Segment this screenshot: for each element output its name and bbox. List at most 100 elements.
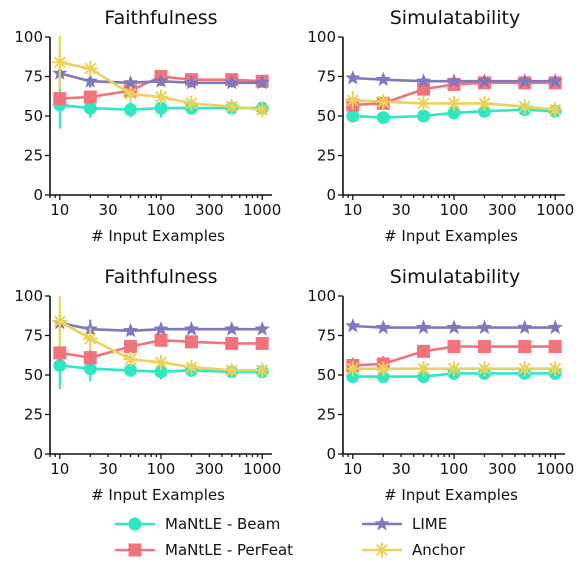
data-point (416, 361, 432, 377)
data-point (183, 321, 200, 336)
data-point (183, 95, 199, 111)
data-point (255, 336, 269, 350)
data-point (346, 109, 360, 123)
data-point (517, 99, 533, 115)
data-point (446, 361, 462, 377)
data-point (154, 333, 168, 347)
y-tick-label: 0 (326, 186, 336, 204)
data-point (375, 71, 391, 87)
legend-entry: MaNtLE - PerFeat (115, 541, 293, 559)
data-point (183, 359, 199, 375)
x-tick-label: 1000 (243, 460, 281, 478)
data-point (476, 95, 492, 111)
panel-title: Simulatability (390, 266, 521, 288)
data-point (154, 365, 168, 379)
series-anchor (345, 361, 563, 377)
y-tick-label: 50 (317, 366, 336, 384)
y-tick-label: 75 (24, 327, 43, 345)
data-point (375, 319, 391, 335)
data-point (345, 70, 361, 85)
y-tick-label: 25 (317, 406, 336, 424)
data-point (376, 111, 390, 125)
data-point (447, 340, 461, 354)
x-tick-label: 100 (440, 460, 469, 478)
x-tick-label: 30 (392, 201, 411, 219)
x-tick-label: 300 (195, 201, 224, 219)
y-tick-label: 75 (317, 68, 336, 86)
x-tick-label: 10 (50, 201, 69, 219)
panel-2: Simulatability 0 25 50 75 100 10 30 100 300 1000 # … (307, 7, 574, 245)
legend-label: LIME (412, 515, 447, 533)
data-point (254, 321, 270, 336)
data-point (53, 346, 67, 360)
x-tick-label: 10 (343, 201, 362, 219)
x-tick-label: 300 (195, 460, 224, 478)
x-tick-label: 30 (99, 201, 118, 219)
legend-marker (374, 542, 390, 558)
legend-label: Anchor (412, 541, 466, 559)
series-lime (345, 318, 563, 335)
data-point (52, 54, 68, 70)
x-axis-label: # Input Examples (384, 227, 518, 245)
data-point (447, 106, 461, 120)
x-axis-label: # Input Examples (91, 227, 225, 245)
data-point (224, 321, 240, 336)
data-point (254, 362, 270, 378)
data-point (415, 319, 432, 335)
series-anchor (52, 296, 270, 378)
legend-marker (128, 543, 142, 557)
data-point (547, 73, 563, 88)
series-mantle-beam (53, 81, 269, 129)
x-axis-label: # Input Examples (384, 486, 518, 504)
data-point (225, 336, 239, 350)
data-point (122, 74, 139, 90)
series-anchor (52, 35, 270, 118)
x-tick-label: 1000 (536, 460, 574, 478)
data-point (547, 319, 563, 335)
x-tick-label: 1000 (536, 201, 574, 219)
data-point (417, 344, 431, 358)
data-point (153, 89, 169, 105)
data-point (548, 340, 562, 354)
data-point (517, 361, 533, 377)
legend-label: MaNtLE - Beam (165, 515, 280, 533)
data-point (122, 322, 139, 338)
data-point (375, 94, 391, 110)
data-point (517, 319, 533, 335)
panel-title: Faithfulness (104, 266, 217, 288)
data-point (82, 61, 98, 77)
data-point (124, 363, 138, 377)
panel-title: Faithfulness (104, 7, 217, 29)
x-tick-label: 1000 (243, 201, 281, 219)
x-tick-label: 300 (488, 201, 517, 219)
data-point (53, 359, 67, 373)
data-point (83, 362, 97, 376)
data-point (415, 73, 432, 88)
data-point (547, 361, 563, 377)
y-tick-label: 25 (24, 406, 43, 424)
data-point (224, 362, 240, 378)
data-point (254, 102, 270, 118)
y-tick-label: 100 (307, 28, 336, 46)
legend-label: MaNtLE - PerFeat (165, 541, 293, 559)
data-point (254, 74, 270, 90)
panel-1: Faithfulness 0 25 50 75 100 10 30 100 300 1000 # In… (14, 7, 281, 245)
y-tick-label: 100 (307, 287, 336, 305)
data-point (83, 101, 97, 115)
y-tick-label: 100 (14, 287, 43, 305)
data-point (476, 361, 492, 377)
panel-4: Simulatability 0 25 50 75 100 10 30 100 300 1000 # … (307, 266, 574, 504)
data-point (123, 86, 139, 102)
data-point (345, 318, 361, 333)
series-lime (345, 70, 563, 88)
data-point (517, 73, 533, 88)
x-tick-label: 30 (99, 460, 118, 478)
y-tick-label: 50 (24, 107, 43, 125)
y-tick-label: 50 (317, 107, 336, 125)
legend: MaNtLE - Beam MaNtLE - PerFeat LIME Anchor (115, 515, 466, 559)
data-point (83, 351, 97, 365)
data-point (153, 73, 169, 88)
legend-entry: LIME (362, 515, 447, 533)
data-point (52, 313, 68, 329)
